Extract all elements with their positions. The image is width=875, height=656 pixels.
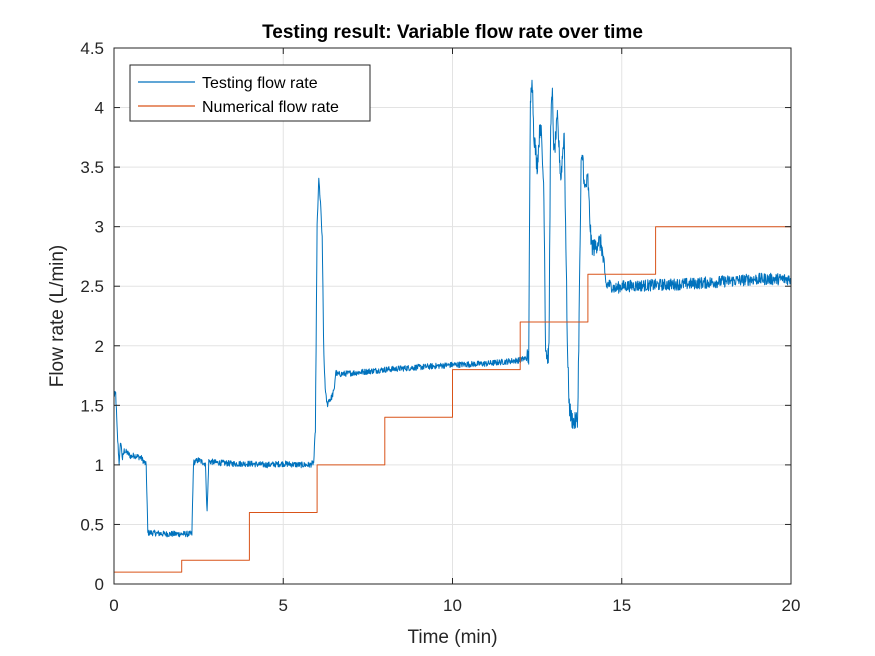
x-tick-label: 15 (612, 596, 631, 615)
legend-label-testing: Testing flow rate (202, 75, 318, 92)
series-line-numerical (114, 226, 791, 573)
y-axis-label: Flow rate (L/min) (47, 245, 68, 388)
y-tick-label: 3.5 (80, 158, 104, 177)
x-tick-label: 0 (109, 596, 118, 615)
x-tick-label: 5 (279, 596, 288, 615)
y-tick-label: 2.5 (80, 277, 104, 296)
y-tick-label: 2 (95, 337, 104, 356)
series-line-testing (113, 79, 792, 538)
y-tick-label: 4 (95, 99, 104, 118)
x-tick-label: 10 (443, 596, 462, 615)
y-tick-label: 1.5 (80, 396, 104, 415)
y-tick-label: 1 (95, 456, 104, 475)
legend: Testing flow rate Numerical flow rate (129, 64, 371, 122)
legend-box (129, 64, 371, 122)
chart-title: Testing result: Variable flow rate over … (262, 22, 643, 43)
legend-label-numerical: Numerical flow rate (202, 99, 339, 116)
y-tick-label: 4.5 (80, 39, 104, 58)
y-tick-label: 0 (95, 575, 104, 594)
y-tick-label: 3 (95, 218, 104, 237)
x-tick-label: 20 (782, 596, 801, 615)
series-layer (113, 79, 792, 573)
x-axis-label: Time (min) (407, 627, 497, 648)
ticks: 0 5 10 15 20 0 0.5 1 1.5 2 2.5 3 3.5 4 4.5 (80, 39, 800, 615)
y-tick-label: 0.5 (80, 515, 104, 534)
